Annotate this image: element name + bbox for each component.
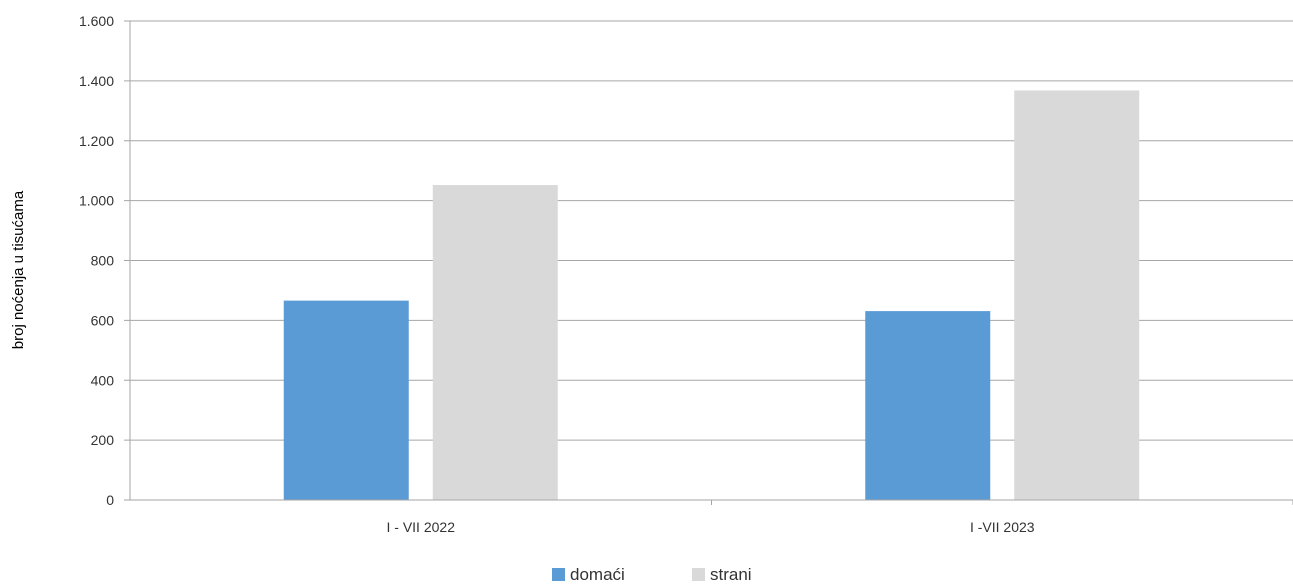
y-tick-label: 200 (91, 432, 115, 448)
legend-label: domaći (570, 565, 625, 583)
y-tick-label: 800 (91, 253, 115, 269)
y-tick-label: 1.600 (79, 13, 114, 29)
y-tick-label: 1.400 (79, 73, 114, 89)
bar-strani-0 (432, 185, 558, 500)
bar-strani-1 (1014, 90, 1140, 500)
y-tick-label: 600 (91, 312, 115, 328)
x-tick-label: I -VII 2023 (970, 519, 1035, 535)
y-tick-label: 400 (91, 372, 115, 388)
axis-labels: 0 200 400 600 800 1.000 1.200 1.400 1.600 I - VII… (79, 13, 1035, 535)
y-axis-title: broj noćenja u tisućama (10, 190, 27, 349)
x-tick-label: I - VII 2022 (387, 519, 456, 535)
y-tick-label: 1.000 (79, 193, 114, 209)
legend-label: strani (710, 565, 752, 583)
y-tick-label: 0 (106, 492, 114, 508)
bar-domaci-1 (865, 311, 991, 500)
legend-swatch (552, 568, 565, 581)
bars (283, 90, 1140, 500)
axes (124, 21, 1293, 505)
legend-swatch (692, 568, 705, 581)
legend: domaći strani (552, 565, 752, 584)
y-tick-label: 1.200 (79, 133, 114, 149)
bar-domaci-0 (283, 300, 409, 500)
